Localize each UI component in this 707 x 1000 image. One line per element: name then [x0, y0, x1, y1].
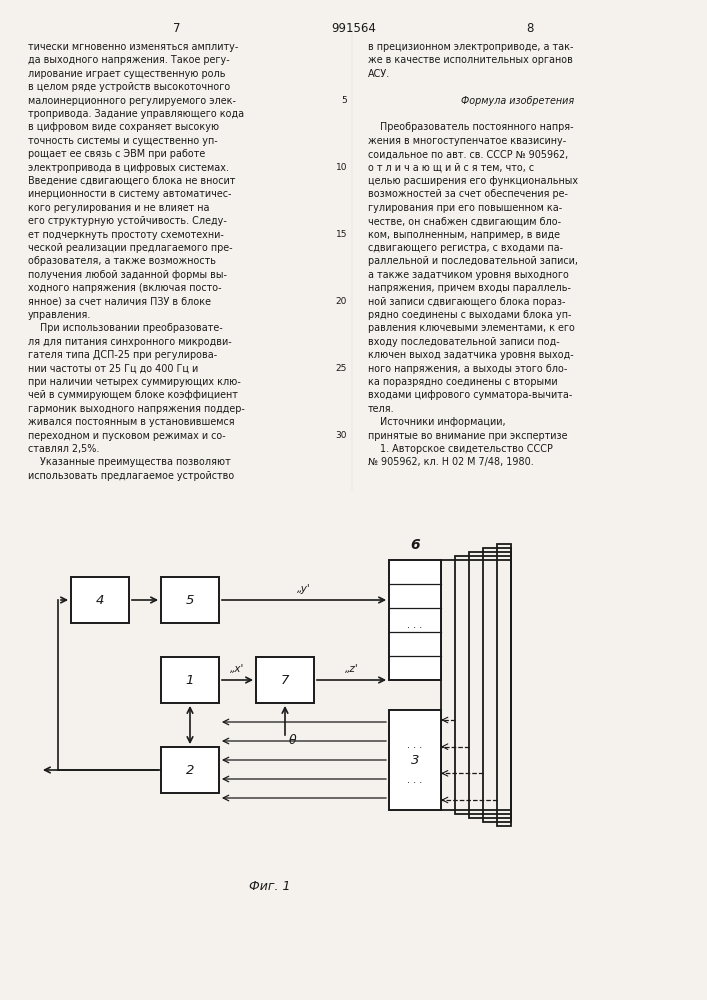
Bar — [256, 657, 314, 703]
Text: ка поразрядно соединены с вторыми: ка поразрядно соединены с вторыми — [368, 377, 558, 387]
Text: 1. Авторское свидетельство СССР: 1. Авторское свидетельство СССР — [368, 444, 553, 454]
Text: возможностей за счет обеспечения ре-: возможностей за счет обеспечения ре- — [368, 189, 568, 199]
Text: . . .: . . . — [407, 620, 423, 630]
Text: 15: 15 — [336, 230, 347, 239]
Text: Фиг. 1: Фиг. 1 — [250, 880, 291, 893]
Text: его структурную устойчивость. Следу-: его структурную устойчивость. Следу- — [28, 216, 227, 226]
Text: же в качестве исполнительных органов: же в качестве исполнительных органов — [368, 55, 573, 65]
Text: напряжения, причем входы параллель-: напряжения, причем входы параллель- — [368, 283, 571, 293]
Text: в целом ряде устройств высокоточного: в целом ряде устройств высокоточного — [28, 82, 230, 92]
Text: инерционности в систему автоматичес-: инерционности в систему автоматичес- — [28, 189, 231, 199]
Text: θ: θ — [289, 734, 297, 747]
Bar — [161, 577, 219, 623]
Text: равления ключевыми элементами, к его: равления ключевыми элементами, к его — [368, 323, 575, 333]
Text: рядно соединены с выходами блока уп-: рядно соединены с выходами блока уп- — [368, 310, 571, 320]
Text: нии частоты от 25 Гц до 400 Гц и: нии частоты от 25 Гц до 400 Гц и — [28, 364, 198, 374]
Text: 10: 10 — [336, 163, 347, 172]
Text: гулирования при его повышенном ка-: гулирования при его повышенном ка- — [368, 203, 562, 213]
Text: сдвигающего регистра, с входами па-: сдвигающего регистра, с входами па- — [368, 243, 563, 253]
Text: Указанные преимущества позволяют: Указанные преимущества позволяют — [28, 457, 230, 467]
Text: 3: 3 — [411, 754, 419, 766]
Text: 30: 30 — [336, 431, 347, 440]
Text: АСУ.: АСУ. — [368, 69, 390, 79]
Text: Введение сдвигающего блока не вносит: Введение сдвигающего блока не вносит — [28, 176, 235, 186]
Text: раллельной и последовательной записи,: раллельной и последовательной записи, — [368, 256, 578, 266]
Text: теля.: теля. — [368, 404, 395, 414]
Text: При использовании преобразовате-: При использовании преобразовате- — [28, 323, 223, 333]
Bar — [455, 556, 511, 814]
Text: 6: 6 — [410, 538, 420, 552]
Text: ком, выполненным, например, в виде: ком, выполненным, например, в виде — [368, 230, 560, 240]
Text: в цифровом виде сохраняет высокую: в цифровом виде сохраняет высокую — [28, 122, 219, 132]
Text: жения в многоступенчатое квазисину-: жения в многоступенчатое квазисину- — [368, 136, 566, 146]
Text: ключен выход задатчика уровня выход-: ключен выход задатчика уровня выход- — [368, 350, 574, 360]
Text: 20: 20 — [336, 297, 347, 306]
Text: лирование играет существенную роль: лирование играет существенную роль — [28, 69, 226, 79]
Text: рощает ее связь с ЭВМ при работе: рощает ее связь с ЭВМ при работе — [28, 149, 205, 159]
Bar — [497, 544, 511, 826]
Text: № 905962, кл. Н 02 М 7/48, 1980.: № 905962, кл. Н 02 М 7/48, 1980. — [368, 457, 534, 467]
Text: 2: 2 — [186, 764, 194, 776]
Text: чей в суммирующем блоке коэффициент: чей в суммирующем блоке коэффициент — [28, 390, 238, 400]
Text: . . .: . . . — [407, 775, 423, 785]
Text: „x': „x' — [230, 664, 245, 674]
Text: переходном и пусковом режимах и со-: переходном и пусковом режимах и со- — [28, 431, 226, 441]
Text: ходного напряжения (включая посто-: ходного напряжения (включая посто- — [28, 283, 221, 293]
Text: о т л и ч а ю щ и й с я тем, что, с: о т л и ч а ю щ и й с я тем, что, с — [368, 163, 534, 173]
Text: электропривода в цифровых системах.: электропривода в цифровых системах. — [28, 163, 229, 173]
Text: янное) за счет наличия ПЗУ в блоке: янное) за счет наличия ПЗУ в блоке — [28, 297, 211, 307]
Text: Преобразователь постоянного напря-: Преобразователь постоянного напря- — [368, 122, 573, 132]
Text: гателя типа ДСП-25 при регулирова-: гателя типа ДСП-25 при регулирова- — [28, 350, 217, 360]
Text: точность системы и существенно уп-: точность системы и существенно уп- — [28, 136, 218, 146]
Text: 7: 7 — [281, 674, 289, 686]
Text: при наличии четырех суммирующих клю-: при наличии четырех суммирующих клю- — [28, 377, 241, 387]
Text: целью расширения его функциональных: целью расширения его функциональных — [368, 176, 578, 186]
Text: образователя, а также возможность: образователя, а также возможность — [28, 256, 216, 266]
Text: ля для питания синхронного микродви-: ля для питания синхронного микродви- — [28, 337, 232, 347]
Text: в прецизионном электроприводе, а так-: в прецизионном электроприводе, а так- — [368, 42, 573, 52]
Bar — [389, 710, 441, 810]
Text: принятые во внимание при экспертизе: принятые во внимание при экспертизе — [368, 431, 568, 441]
Text: получения любой заданной формы вы-: получения любой заданной формы вы- — [28, 270, 227, 280]
Text: 25: 25 — [336, 364, 347, 373]
Text: а также задатчиком уровня выходного: а также задатчиком уровня выходного — [368, 270, 569, 280]
Bar — [161, 657, 219, 703]
Text: . . .: . . . — [407, 740, 423, 750]
Text: соидальное по авт. св. СССР № 905962,: соидальное по авт. св. СССР № 905962, — [368, 149, 568, 159]
Text: честве, он снабжен сдвигающим бло-: честве, он снабжен сдвигающим бло- — [368, 216, 561, 226]
Text: 991564: 991564 — [331, 22, 376, 35]
Text: ческой реализации предлагаемого пре-: ческой реализации предлагаемого пре- — [28, 243, 233, 253]
Text: входами цифрового сумматора-вычита-: входами цифрового сумматора-вычита- — [368, 390, 573, 400]
Text: 1: 1 — [186, 674, 194, 686]
Text: управления.: управления. — [28, 310, 91, 320]
Text: использовать предлагаемое устройство: использовать предлагаемое устройство — [28, 471, 234, 481]
Text: 4: 4 — [96, 593, 104, 606]
Text: кого регулирования и не влияет на: кого регулирования и не влияет на — [28, 203, 209, 213]
Bar — [71, 577, 129, 623]
Bar — [389, 560, 441, 680]
Text: „z': „z' — [344, 664, 358, 674]
Text: ного напряжения, а выходы этого бло-: ного напряжения, а выходы этого бло- — [368, 364, 568, 374]
Text: 5: 5 — [341, 96, 347, 105]
Text: гармоник выходного напряжения поддер-: гармоник выходного напряжения поддер- — [28, 404, 245, 414]
Text: да выходного напряжения. Такое регу-: да выходного напряжения. Такое регу- — [28, 55, 230, 65]
Bar — [483, 548, 511, 822]
Text: малоинерционного регулируемого элек-: малоинерционного регулируемого элек- — [28, 96, 236, 106]
Text: 7: 7 — [173, 22, 180, 35]
Bar — [441, 560, 511, 810]
Text: живался постоянным в установившемся: живался постоянным в установившемся — [28, 417, 235, 427]
Text: входу последовательной записи под-: входу последовательной записи под- — [368, 337, 560, 347]
Text: ставлял 2,5%.: ставлял 2,5%. — [28, 444, 100, 454]
Text: 8: 8 — [527, 22, 534, 35]
Text: ной записи сдвигающего блока пораз-: ной записи сдвигающего блока пораз- — [368, 297, 566, 307]
Text: Источники информации,: Источники информации, — [368, 417, 506, 427]
Text: тропривода. Задание управляющего кода: тропривода. Задание управляющего кода — [28, 109, 244, 119]
Bar — [161, 747, 219, 793]
Text: „y': „y' — [297, 584, 311, 594]
Bar — [469, 552, 511, 818]
Text: 5: 5 — [186, 593, 194, 606]
Text: ет подчеркнуть простоту схемотехни-: ет подчеркнуть простоту схемотехни- — [28, 230, 224, 240]
Text: Формула изобретения: Формула изобретения — [462, 96, 575, 106]
Text: тически мгновенно изменяться амплиту-: тически мгновенно изменяться амплиту- — [28, 42, 238, 52]
